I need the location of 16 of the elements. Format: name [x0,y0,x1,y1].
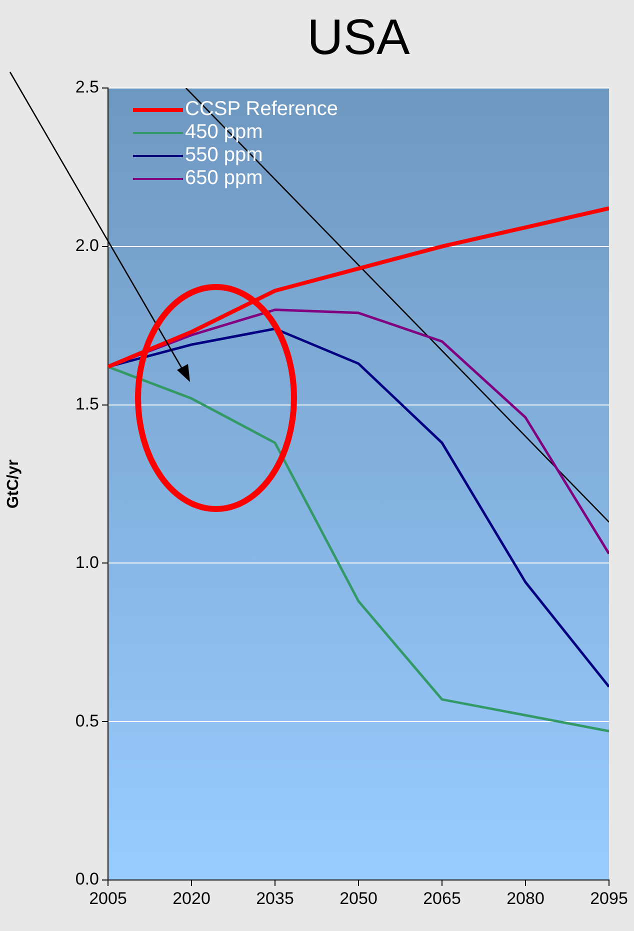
y-tick-label: 1.0 [75,552,99,572]
x-tick-label: 2035 [256,888,294,908]
y-axis-title: GtC/yr [5,460,22,508]
x-tick-label: 2095 [590,888,628,908]
x-tick-label: 2050 [340,888,378,908]
y-tick-label: 1.5 [75,394,99,414]
y-tick-label: 2.5 [75,78,99,97]
chart-title: USA [306,8,411,66]
x-tick-label: 2080 [506,888,544,908]
y-tick-label: 0.0 [75,870,99,889]
legend-label: 650 ppm [185,167,263,190]
y-tick-label: 0.5 [75,711,99,730]
x-tick-label: 2065 [423,888,461,908]
x-tick-label: 2020 [172,888,210,908]
y-tick-label: 2.0 [75,236,99,256]
x-tick-label: 2005 [89,888,127,908]
